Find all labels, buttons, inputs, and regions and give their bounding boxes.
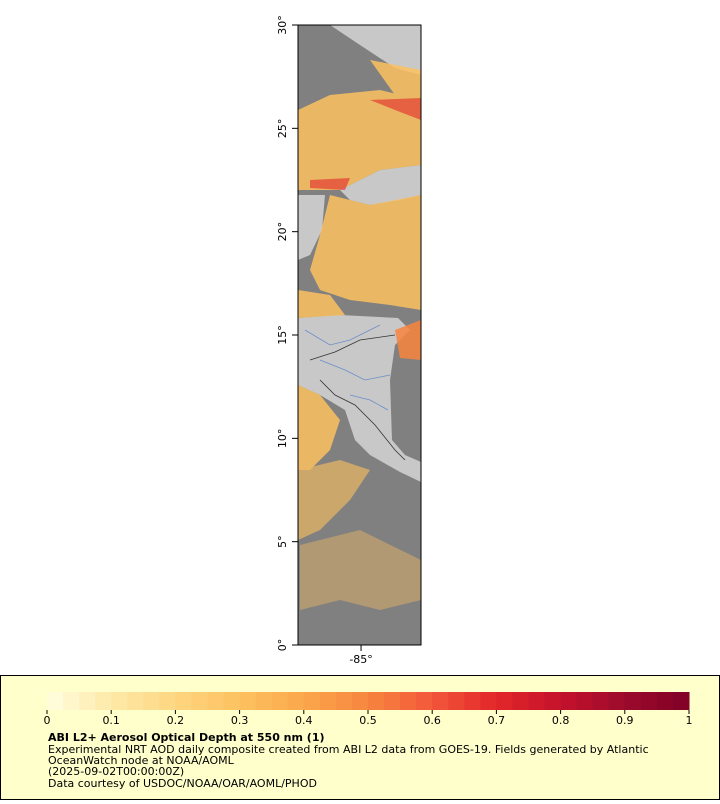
colorbar-cell xyxy=(239,692,257,710)
colorbar-tick-label: 0 xyxy=(44,714,51,727)
colorbar-cell xyxy=(303,692,321,710)
colorbar-cell xyxy=(223,692,241,710)
description: Data courtesy of USDOC/NOAA/OAR/AOML/PHO… xyxy=(48,777,317,790)
axes: 0° 5° 10° 15° 20° 25° 30° -85° xyxy=(276,15,373,666)
colorbar-cell xyxy=(175,692,192,710)
description: OceanWatch node at NOAA/AOML xyxy=(48,754,235,767)
colorbar-cell xyxy=(400,692,417,710)
y-tick-label: 20° xyxy=(276,222,289,242)
colorbar: 0 0.1 0.2 0.3 0.4 0.5 0.6 0.7 0.8 0.9 1 xyxy=(44,692,693,727)
colorbar-tick-label: 0.5 xyxy=(359,714,377,727)
colorbar-tick-label: 0.9 xyxy=(616,714,634,727)
colorbar-cell xyxy=(271,692,289,710)
colorbar-cell xyxy=(143,692,160,710)
colorbar-tick-label: 1 xyxy=(686,714,693,727)
y-tick-label: 10° xyxy=(276,429,289,449)
y-tick-label: 0° xyxy=(276,639,289,652)
colorbar-cell xyxy=(159,692,176,710)
colorbar-cell xyxy=(47,692,64,710)
colorbar-cell xyxy=(335,692,353,710)
colorbar-tick-label: 0.6 xyxy=(423,714,441,727)
colorbar-cell xyxy=(384,692,401,710)
colorbar-cell xyxy=(79,692,96,710)
colorbar-cell xyxy=(351,692,369,710)
colorbar-cell xyxy=(544,692,562,710)
colorbar-tick-label: 0.2 xyxy=(167,714,185,727)
colorbar-cell xyxy=(255,692,273,710)
colorbar-cell xyxy=(464,692,481,710)
colorbar-cell xyxy=(207,692,225,710)
colorbar-tick-label: 0.8 xyxy=(552,714,570,727)
map-image xyxy=(298,25,421,645)
description: Experimental NRT AOD daily composite cre… xyxy=(48,743,649,756)
colorbar-cell xyxy=(319,692,337,710)
colorbar-cell xyxy=(560,692,578,710)
colorbar-cell xyxy=(480,692,497,710)
colorbar-cell xyxy=(127,692,144,710)
colorbar-cell xyxy=(432,692,449,710)
colorbar-cell xyxy=(608,692,626,710)
colorbar-title: ABI L2+ Aerosol Optical Depth at 550 nm … xyxy=(48,731,325,744)
y-tick-label: 5° xyxy=(276,535,289,548)
x-tick-label: -85° xyxy=(349,653,372,666)
colorbar-tick-label: 0.7 xyxy=(488,714,506,727)
colorbar-tick-label: 0.3 xyxy=(231,714,249,727)
colorbar-tick-label: 0.1 xyxy=(102,714,120,727)
colorbar-cell xyxy=(640,692,658,710)
colorbar-cell xyxy=(416,692,433,710)
colorbar-cell xyxy=(95,692,112,710)
colorbar-cell xyxy=(63,692,80,710)
y-tick-label: 30° xyxy=(276,15,289,35)
colorbar-cell xyxy=(592,692,610,710)
y-tick-label: 15° xyxy=(276,325,289,345)
colorbar-cell xyxy=(111,692,128,710)
colorbar-cell xyxy=(287,692,305,710)
colorbar-cell xyxy=(512,692,529,710)
description: (2025-09-02T00:00:00Z) xyxy=(48,765,184,778)
y-tick-label: 25° xyxy=(276,119,289,139)
colorbar-cell xyxy=(624,692,642,710)
colorbar-cell xyxy=(448,692,465,710)
colorbar-tick-label: 0.4 xyxy=(295,714,313,727)
colorbar-cell xyxy=(576,692,594,710)
colorbar-cell xyxy=(368,692,385,710)
colorbar-cell xyxy=(528,692,546,710)
colorbar-cell xyxy=(496,692,513,710)
colorbar-cell xyxy=(656,692,674,710)
colorbar-cell xyxy=(672,692,690,710)
colorbar-cell xyxy=(191,692,208,710)
